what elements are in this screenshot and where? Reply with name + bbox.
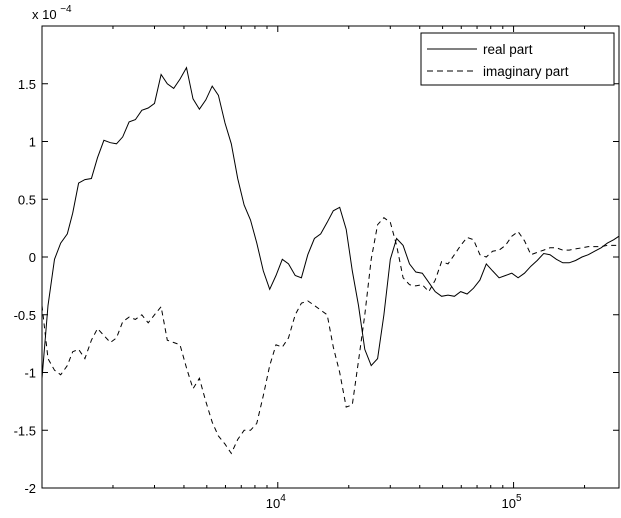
y-tick-label: -2: [24, 481, 36, 496]
plot-background: [42, 26, 619, 488]
series-line-real-part: [41, 66, 620, 379]
y-tick-label: 0: [29, 250, 36, 265]
y-tick-label: 0.5: [18, 192, 36, 207]
series-layer: [41, 66, 620, 455]
legend-label-imaginary: imaginary part: [483, 64, 569, 79]
series-line-imaginary-part: [41, 217, 619, 455]
x-tick-label: 104: [266, 493, 286, 511]
legend-box: [420, 32, 615, 86]
y-multiplier-label: x 10 −4: [32, 4, 72, 22]
legend: real part imaginary part: [420, 32, 615, 86]
y-tick-label: 1: [29, 135, 36, 150]
svg-text:x 10 −4: x 10 −4: [32, 4, 72, 22]
y-tick-label: -1.5: [14, 423, 36, 438]
x-tick-label: 105: [502, 493, 522, 511]
y-tick-label: -0.5: [14, 308, 36, 323]
y-tick-label: -1: [24, 366, 36, 381]
y-axis-ticks: -2 -1.5 -1 -0.5 0 0.5 1 1.5: [14, 77, 619, 496]
y-tick-label: 1.5: [18, 77, 36, 92]
legend-label-real: real part: [483, 42, 533, 57]
x-axis-ticks: 104 105: [112, 26, 586, 511]
